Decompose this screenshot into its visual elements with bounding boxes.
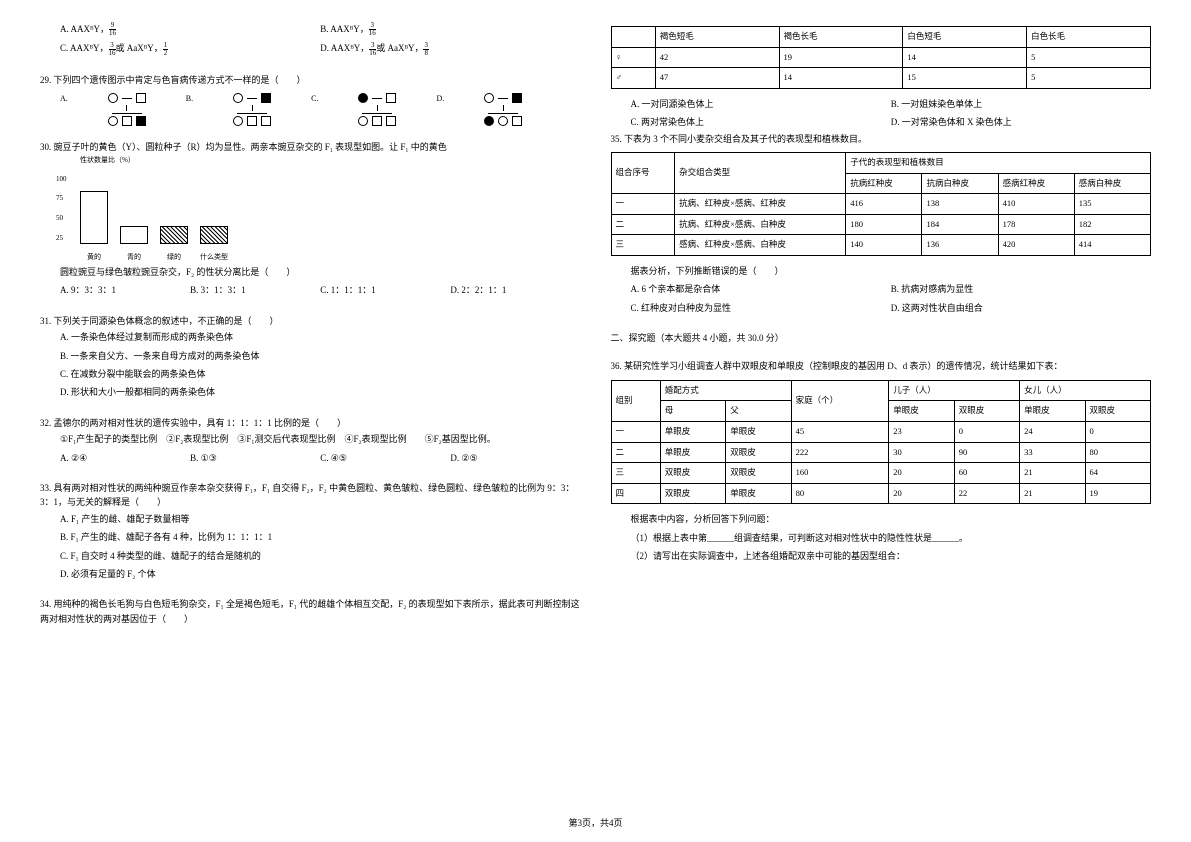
- question-29: 29. 下列四个遗传图示中肯定与色盲病传递方式不一样的是（ ） A. B. C.…: [40, 73, 581, 126]
- pedigree-D: [484, 93, 522, 126]
- q35-B: B. 抗病对感病为显性: [891, 280, 1151, 298]
- q35-text2: 据表分析，下列推断错误的是（ ）: [631, 262, 1152, 280]
- q36-text: 36. 某研究性学习小组调查人群中双眼皮和单眼皮（控制眼皮的基因用 D、d 表示…: [611, 359, 1152, 373]
- question-35: 35. 下表为 3 个不同小麦杂交组合及其子代的表现型和植株数目。 组合序号杂交…: [611, 132, 1152, 318]
- q31-B: B. 一条来自父方、一条来自母方成对的两条染色体: [60, 347, 581, 365]
- table-36: 组别婚配方式家庭（个）儿子（人）女儿（人） 母父单眼皮双眼皮单眼皮双眼皮 一单眼…: [611, 380, 1152, 505]
- q31-C: C. 在减数分裂中能联会的两条染色体: [60, 365, 581, 383]
- q33-D: D. 必须有足量的 F₂ 个体: [60, 565, 581, 583]
- pedigree-row: A. B. C. D.: [60, 93, 581, 126]
- q32-A: A. ②④: [60, 449, 190, 467]
- opt-A: A. AAXᴮY，: [60, 24, 109, 34]
- left-column: A. AAXᴮY，916 B. AAXᴮY，316 C. AAXᴮY，316或 …: [40, 20, 581, 822]
- page-footer: 第3页，共4页: [568, 816, 622, 830]
- q35-text: 35. 下表为 3 个不同小麦杂交组合及其子代的表现型和植株数目。: [611, 132, 1152, 146]
- q35-C: C. 红种皮对白种皮为显性: [631, 299, 891, 317]
- q31-A: A. 一条染色体经过复制而形成的两条染色体: [60, 328, 581, 346]
- q32-C: C. ④⑤: [320, 449, 450, 467]
- q30-B: B. 3：1：3：1: [190, 281, 320, 299]
- q36-text2: 根据表中内容，分析回答下列问题：: [631, 510, 1152, 528]
- q32-sub: ①F₁产生配子的类型比例 ②F₂表现型比例 ③F₁测交后代表现型比例 ④F₂表现…: [60, 430, 581, 448]
- right-column: 褐色短毛褐色长毛白色短毛白色长毛 ♀4219145 ♂4714155 A. 一对…: [611, 20, 1152, 822]
- q32-text: 32. 孟德尔的两对相对性状的遗传实验中，具有 1：1：1：1 比例的是（ ）: [40, 416, 581, 430]
- q33-C: C. F₁ 自交时 4 种类型的雌、雄配子的结合是随机的: [60, 547, 581, 565]
- q30-C: C. 1：1：1：1: [320, 281, 450, 299]
- question-32: 32. 孟德尔的两对相对性状的遗传实验中，具有 1：1：1：1 比例的是（ ） …: [40, 416, 581, 467]
- question-34: 34. 用纯种的褐色长毛狗与白色短毛狗杂交，F₁ 全是褐色短毛，F₁ 代的雌雄个…: [40, 597, 581, 626]
- q34-D: D. 一对常染色体和 X 染色体上: [891, 113, 1151, 131]
- q33-text: 33. 具有两对相对性状的两纯种豌豆作亲本杂交获得 F₁，F₁ 自交得 F₂，F…: [40, 481, 581, 510]
- q29-text: 29. 下列四个遗传图示中肯定与色盲病传递方式不一样的是（ ）: [40, 73, 581, 87]
- q35-A: A. 6 个亲本都是杂合体: [631, 280, 891, 298]
- pedigree-C: [358, 93, 396, 126]
- opt-D: D. AAXᴮY，: [320, 43, 369, 53]
- question-30: 30. 豌豆子叶的黄色（Y）、圆粒种子（R）均为显性。两亲本豌豆杂交的 F₁ 表…: [40, 140, 581, 300]
- q36-2: （2）请写出在实际调查中，上述各组婚配双亲中可能的基因型组合：: [631, 547, 1152, 565]
- q31-D: D. 形状和大小一般都相同的两条染色体: [60, 383, 581, 401]
- section-2-header: 二、探究题（本大题共 4 小题，共 30.0 分）: [611, 331, 1152, 345]
- q34-C: C. 两对常染色体上: [631, 113, 891, 131]
- q33-B: B. F₁ 产生的雌、雄配子各有 4 种，比例为 1：1：1：1: [60, 528, 581, 546]
- table-35: 组合序号杂交组合类型子代的表现型和植株数目 抗病红种皮抗病白种皮感病红种皮感病白…: [611, 152, 1152, 256]
- answer-options-top: A. AAXᴮY，916 B. AAXᴮY，316 C. AAXᴮY，316或 …: [40, 20, 581, 59]
- q36-1: （1）根据上表中第______组调查结果，可判断这对相对性状中的隐性性状是___…: [631, 529, 1152, 547]
- q31-text: 31. 下列关于同源染色体概念的叙述中，不正确的是（ ）: [40, 314, 581, 328]
- table-34: 褐色短毛褐色长毛白色短毛白色长毛 ♀4219145 ♂4714155: [611, 26, 1152, 89]
- q32-D: D. ②⑤: [450, 449, 580, 467]
- question-33: 33. 具有两对相对性状的两纯种豌豆作亲本杂交获得 F₁，F₁ 自交得 F₂，F…: [40, 481, 581, 583]
- q32-B: B. ①③: [190, 449, 320, 467]
- question-31: 31. 下列关于同源染色体概念的叙述中，不正确的是（ ） A. 一条染色体经过复…: [40, 314, 581, 402]
- q30-text: 30. 豌豆子叶的黄色（Y）、圆粒种子（R）均为显性。两亲本豌豆杂交的 F₁ 表…: [40, 140, 581, 154]
- q33-A: A. F₁ 产生的雌、雄配子数量相等: [60, 510, 581, 528]
- pedigree-A: [108, 93, 146, 126]
- q34-A: A. 一对同源染色体上: [631, 95, 891, 113]
- bar-chart: 255075100: [80, 174, 541, 244]
- q34-B: B. 一对姐妹染色单体上: [891, 95, 1151, 113]
- opt-B: B. AAXᴮY，: [320, 24, 369, 34]
- q35-D: D. 这两对性状自由组合: [891, 299, 1151, 317]
- pedigree-B: [233, 93, 271, 126]
- question-36: 36. 某研究性学习小组调查人群中双眼皮和单眼皮（控制眼皮的基因用 D、d 表示…: [611, 359, 1152, 565]
- q34-text: 34. 用纯种的褐色长毛狗与白色短毛狗杂交，F₁ 全是褐色短毛，F₁ 代的雌雄个…: [40, 597, 581, 626]
- opt-C: C. AAXᴮY，: [60, 43, 109, 53]
- q30-D: D. 2：2：1：1: [450, 281, 580, 299]
- q30-text2: 圆粒豌豆与绿色皱粒豌豆杂交，F₂ 的性状分离比是（ ）: [60, 263, 581, 281]
- q30-A: A. 9：3：3：1: [60, 281, 190, 299]
